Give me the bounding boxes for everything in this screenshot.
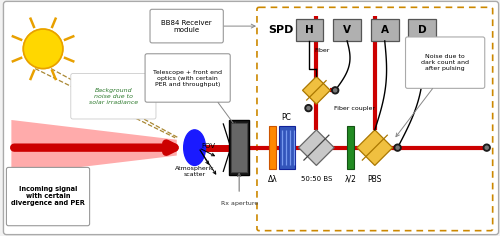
Circle shape bbox=[394, 144, 401, 151]
Circle shape bbox=[484, 144, 490, 151]
Text: FOV: FOV bbox=[202, 143, 215, 149]
Text: Δλ: Δλ bbox=[268, 175, 277, 184]
Text: Telescope + front end
optics (with certain
PER and throughput): Telescope + front end optics (with certa… bbox=[153, 70, 222, 87]
Circle shape bbox=[305, 105, 312, 112]
Circle shape bbox=[485, 146, 488, 149]
Text: H: H bbox=[305, 25, 314, 35]
Text: BB84 Receiver
module: BB84 Receiver module bbox=[162, 20, 212, 33]
Text: Atmospheric
scatter: Atmospheric scatter bbox=[175, 166, 214, 177]
Text: Incoming signal
with certain
divergence and PER: Incoming signal with certain divergence … bbox=[11, 186, 85, 206]
Text: D: D bbox=[418, 25, 426, 35]
FancyBboxPatch shape bbox=[71, 74, 156, 119]
FancyBboxPatch shape bbox=[257, 7, 492, 231]
Text: PC: PC bbox=[282, 114, 292, 122]
Text: Fiber: Fiber bbox=[314, 48, 330, 53]
Text: 50:50 BS: 50:50 BS bbox=[300, 176, 332, 182]
Text: V: V bbox=[343, 25, 351, 35]
Bar bbox=[371, 19, 398, 41]
Text: Rx aperture: Rx aperture bbox=[220, 202, 258, 206]
Polygon shape bbox=[302, 76, 330, 104]
Bar bbox=[333, 19, 361, 41]
Bar bbox=[347, 126, 354, 169]
Bar bbox=[269, 126, 276, 169]
FancyBboxPatch shape bbox=[4, 1, 498, 235]
Polygon shape bbox=[12, 120, 177, 175]
Polygon shape bbox=[357, 130, 392, 165]
Circle shape bbox=[24, 29, 63, 69]
Text: Noise due to
dark count and
after pulsing: Noise due to dark count and after pulsin… bbox=[421, 54, 469, 71]
Ellipse shape bbox=[184, 130, 206, 165]
Text: A: A bbox=[380, 25, 388, 35]
FancyBboxPatch shape bbox=[150, 9, 224, 43]
Bar bbox=[408, 19, 436, 41]
Text: Fiber coupler: Fiber coupler bbox=[334, 106, 375, 111]
Bar bbox=[296, 19, 324, 41]
Circle shape bbox=[332, 87, 338, 94]
Circle shape bbox=[334, 89, 337, 92]
Circle shape bbox=[396, 146, 399, 149]
Polygon shape bbox=[298, 130, 334, 165]
Bar bbox=[229, 120, 249, 175]
Text: SPD: SPD bbox=[268, 25, 293, 35]
Bar bbox=[231, 123, 247, 172]
Text: PBS: PBS bbox=[368, 175, 382, 184]
Bar bbox=[279, 126, 294, 169]
Text: Background
noise due to
solar irradiance: Background noise due to solar irradiance bbox=[89, 88, 138, 105]
Text: λ/2: λ/2 bbox=[344, 175, 356, 184]
Circle shape bbox=[307, 107, 310, 110]
FancyBboxPatch shape bbox=[6, 167, 89, 226]
FancyBboxPatch shape bbox=[145, 54, 230, 102]
FancyBboxPatch shape bbox=[406, 37, 484, 88]
